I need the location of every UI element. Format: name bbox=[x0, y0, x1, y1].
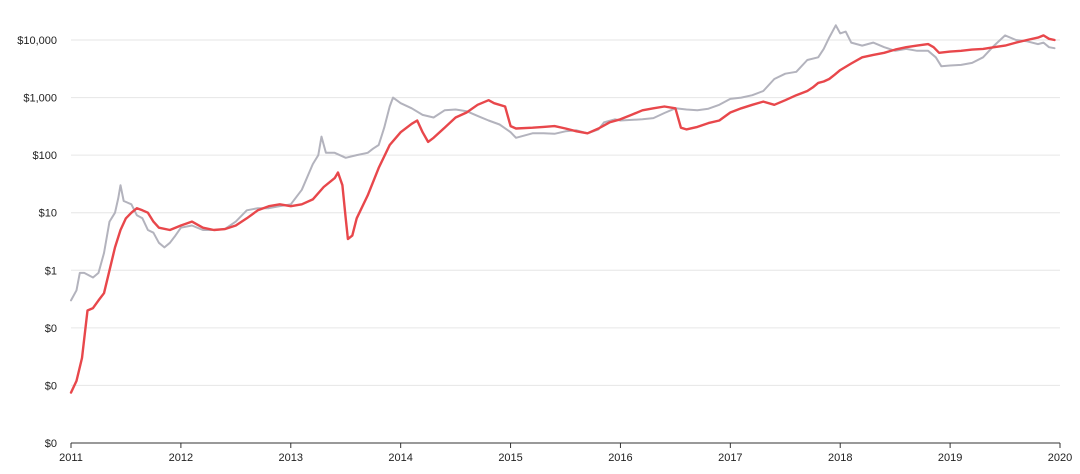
y-tick-label: $100 bbox=[33, 150, 57, 162]
grid bbox=[71, 39, 1060, 386]
y-tick-label: $1,000 bbox=[23, 93, 57, 105]
series-line-1 bbox=[70, 24, 1056, 302]
x-tick-label: 2014 bbox=[388, 452, 412, 464]
x-tick-label: 2017 bbox=[718, 452, 742, 464]
y-tick-label: $0 bbox=[45, 380, 57, 392]
y-tick-label: $0 bbox=[45, 323, 57, 335]
x-tick-label: 2012 bbox=[169, 452, 193, 464]
x-tick-label: 2020 bbox=[1048, 452, 1072, 464]
y-tick-label: $0 bbox=[45, 438, 57, 450]
x-tick-label: 2013 bbox=[279, 452, 303, 464]
axes: $0 $0 $0 $1 $10 $100 $1,000 $10,000 2011 2012 2013… bbox=[17, 35, 1072, 464]
x-tick-label: 2019 bbox=[938, 452, 962, 464]
x-tick-label: 2011 bbox=[59, 452, 83, 464]
x-tick-label: 2016 bbox=[608, 452, 632, 464]
y-tick-label: $1 bbox=[45, 265, 57, 277]
x-tick-label: 2018 bbox=[828, 452, 852, 464]
x-tick-label: 2015 bbox=[498, 452, 522, 464]
y-tick-label: $10,000 bbox=[17, 35, 57, 47]
series-line-2 bbox=[69, 34, 1056, 394]
y-tick-label: $10 bbox=[39, 208, 57, 220]
series-layer bbox=[69, 24, 1056, 394]
